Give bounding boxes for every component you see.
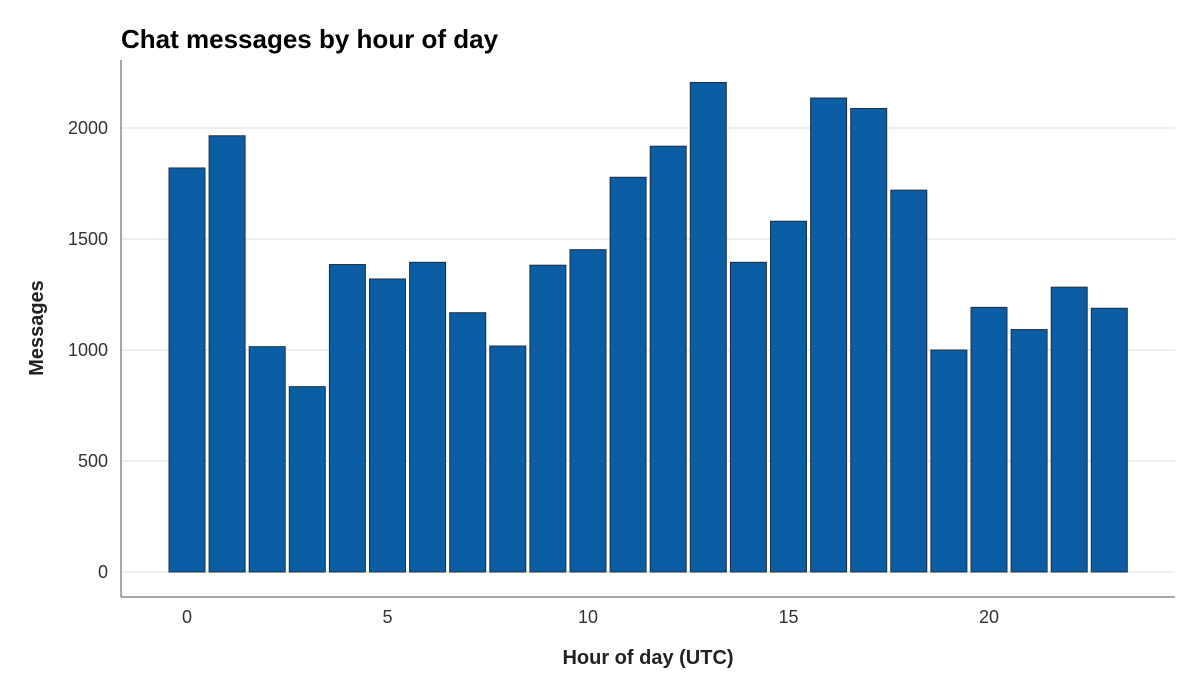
bar-hour-3 bbox=[288, 386, 326, 573]
x-tick-label: 0 bbox=[182, 607, 192, 627]
bar-hour-21 bbox=[1010, 329, 1048, 573]
bar-hour-4 bbox=[328, 264, 366, 573]
bar-hour-20 bbox=[970, 306, 1008, 573]
bar-hour-10 bbox=[569, 249, 607, 573]
y-tick-label: 500 bbox=[78, 451, 108, 471]
bar-hour-19 bbox=[930, 349, 968, 573]
bar-hour-0 bbox=[168, 167, 206, 573]
bar-hour-5 bbox=[369, 278, 406, 573]
y-axis-label: Messages bbox=[26, 280, 48, 376]
bar-hour-8 bbox=[489, 345, 527, 573]
bar-hour-23 bbox=[1090, 307, 1128, 573]
axes bbox=[120, 60, 1175, 598]
bars bbox=[168, 81, 1128, 573]
x-axis-label: Hour of day (UTC) bbox=[562, 647, 733, 669]
y-tick-label: 0 bbox=[98, 562, 108, 582]
y-tick-label: 1500 bbox=[68, 229, 108, 249]
bar-hour-11 bbox=[609, 176, 647, 573]
bar-hour-7 bbox=[449, 312, 487, 573]
bar-hour-13 bbox=[689, 81, 727, 573]
bar-hour-1 bbox=[208, 135, 246, 573]
x-tick-label: 5 bbox=[382, 607, 392, 627]
x-tick-label: 10 bbox=[578, 607, 598, 627]
x-tick-label: 20 bbox=[979, 607, 999, 627]
x-tick-label: 15 bbox=[778, 607, 798, 627]
bar-hour-9 bbox=[529, 264, 567, 573]
bar-hour-16 bbox=[810, 97, 848, 573]
y-tick-label: 1000 bbox=[68, 340, 108, 360]
bar-hour-22 bbox=[1050, 286, 1088, 573]
bar-hour-18 bbox=[890, 189, 928, 573]
chart-title: Chat messages by hour of day bbox=[121, 24, 499, 54]
bar-hour-15 bbox=[770, 220, 807, 573]
bar-hour-6 bbox=[409, 261, 447, 573]
y-tick-labels: 0 500 1000 1500 2000 bbox=[68, 118, 108, 582]
bar-hour-12 bbox=[649, 145, 687, 573]
x-tick-labels: 0 5 10 15 20 bbox=[182, 607, 999, 627]
bar-hour-14 bbox=[729, 261, 767, 573]
y-tick-label: 2000 bbox=[68, 118, 108, 138]
bar-hour-17 bbox=[850, 107, 888, 573]
bar-hour-2 bbox=[248, 346, 286, 573]
